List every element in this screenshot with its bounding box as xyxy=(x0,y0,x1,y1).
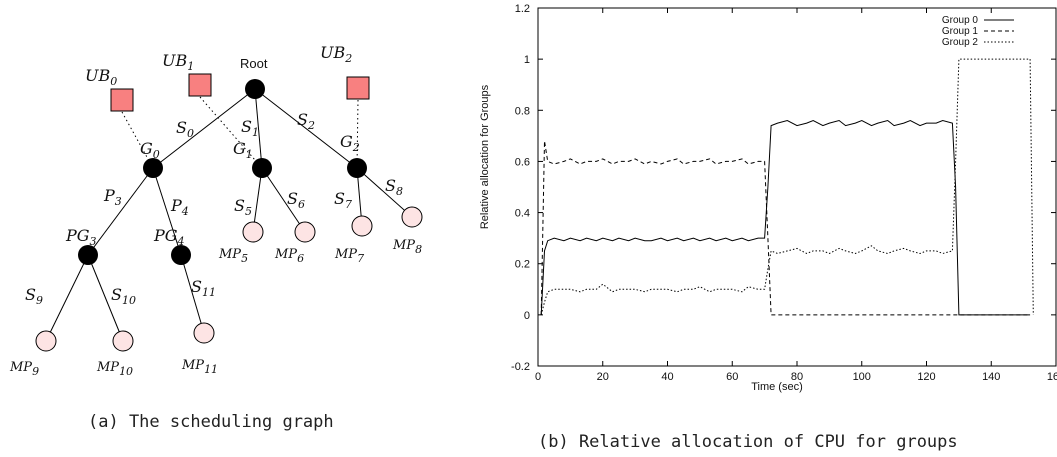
node-label: MP9 xyxy=(9,360,39,378)
buffer-node xyxy=(111,89,133,111)
node-label: MP10 xyxy=(96,360,133,378)
group-node xyxy=(143,158,163,178)
node-label: Root xyxy=(240,56,268,71)
graph-edge xyxy=(46,255,88,341)
x-tick-label: 20 xyxy=(597,371,609,383)
edge-label: S5 xyxy=(234,196,252,218)
graph-edge xyxy=(88,168,153,255)
edge-label: S0 xyxy=(176,118,194,140)
group-node xyxy=(252,158,272,178)
edge-label: S10 xyxy=(111,285,136,307)
group-node xyxy=(245,79,265,99)
node-label: PG3 xyxy=(65,226,97,248)
node-label: MP7 xyxy=(334,247,364,265)
legend-label: Group 0 xyxy=(942,15,979,26)
series-line-group-2 xyxy=(541,59,1033,315)
legend-label: Group 2 xyxy=(942,37,979,48)
y-tick-label: 1.2 xyxy=(515,3,530,15)
node-label: G1 xyxy=(233,139,253,161)
caption-a: (a) The scheduling graph xyxy=(88,412,334,432)
dotted-link xyxy=(357,100,358,168)
edge-label: S8 xyxy=(385,176,403,198)
caption-b: (b) Relative allocation of CPU for group… xyxy=(538,432,958,452)
leaf-node xyxy=(36,331,56,351)
buffer-node xyxy=(189,74,211,96)
node-label: PG4 xyxy=(153,226,185,248)
edge-label: S6 xyxy=(287,189,305,211)
x-tick-label: 40 xyxy=(661,371,673,383)
edge-label: S9 xyxy=(25,285,43,307)
x-tick-label: 120 xyxy=(917,371,935,383)
edge-label: P3 xyxy=(103,186,122,208)
node-label: MP6 xyxy=(274,247,304,265)
edge-label: S1 xyxy=(241,117,259,139)
allocation-chart: 020406080100120140160-0.200.20.40.60.811… xyxy=(476,0,1057,453)
leaf-node xyxy=(194,323,214,343)
y-tick-label: 0.4 xyxy=(515,208,530,220)
y-tick-label: 0.2 xyxy=(515,259,530,271)
buffer-node xyxy=(347,77,369,99)
x-tick-label: 160 xyxy=(1047,371,1057,383)
node-label: G2 xyxy=(340,132,360,154)
y-tick-label: 1 xyxy=(524,54,530,66)
leaf-node xyxy=(402,207,422,227)
group-node xyxy=(171,245,191,265)
x-axis-label: Time (sec) xyxy=(751,381,803,393)
plot-frame xyxy=(538,8,1056,366)
y-tick-label: 0.8 xyxy=(515,105,530,117)
y-axis-label: Relative allocation for Groups xyxy=(479,84,491,229)
node-label: G0 xyxy=(140,139,160,161)
y-tick-label: 0.6 xyxy=(515,156,530,168)
edge-label: S7 xyxy=(334,189,352,211)
node-label: UB0 xyxy=(85,66,117,88)
leaf-node xyxy=(243,222,263,242)
node-label: MP5 xyxy=(218,247,248,265)
leaf-node xyxy=(352,216,372,236)
y-tick-label: -0.2 xyxy=(511,361,530,373)
scheduling-graph-panel: S0 S1 S2 P3 P4 S5 S6 S7 S8 S9 S10 S11 Root G0 G1 G2 PG3 P… xyxy=(0,0,480,453)
node-label: MP11 xyxy=(181,358,218,376)
x-tick-label: 0 xyxy=(535,371,541,383)
node-label: MP8 xyxy=(392,238,422,256)
edge-label: S2 xyxy=(297,110,315,132)
node-label: UB1 xyxy=(162,51,194,73)
x-tick-label: 140 xyxy=(982,371,1000,383)
group-node xyxy=(347,158,367,178)
allocation-chart-panel: 020406080100120140160-0.200.20.40.60.811… xyxy=(476,0,1057,453)
x-tick-label: 100 xyxy=(853,371,871,383)
leaf-node xyxy=(113,331,133,351)
group-node xyxy=(78,245,98,265)
leaf-node xyxy=(295,222,315,242)
edge-label: P4 xyxy=(170,196,189,218)
series-line-group-0 xyxy=(541,121,1030,315)
node-label: UB2 xyxy=(320,43,352,65)
edge-label: S11 xyxy=(191,277,216,299)
x-tick-label: 60 xyxy=(726,371,738,383)
legend-label: Group 1 xyxy=(942,26,979,37)
scheduling-graph: S0 S1 S2 P3 P4 S5 S6 S7 S8 S9 S10 S11 Root G0 G1 G2 PG3 P… xyxy=(0,0,480,453)
y-tick-label: 0 xyxy=(524,310,530,322)
